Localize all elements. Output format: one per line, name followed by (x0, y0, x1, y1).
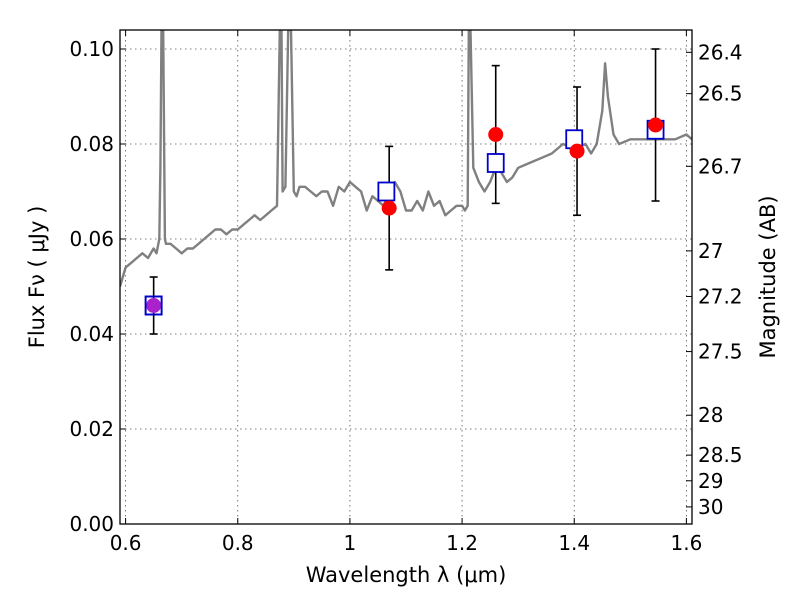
plot-frame (119, 29, 693, 525)
grid-lines (120, 30, 692, 524)
right-tick-label: 29 (698, 469, 723, 493)
observed-point (381, 200, 397, 216)
y-tick-label: 0.08 (69, 132, 114, 156)
right-tick-label: 27 (698, 239, 723, 263)
model-markers (144, 119, 665, 316)
observed-point (488, 127, 504, 142)
x-axis-label: Wavelength λ (μm) (306, 563, 507, 587)
x-tick-label: 0.6 (110, 531, 142, 555)
x-tick-label: 1.4 (558, 531, 590, 555)
model-square (377, 181, 396, 202)
spectrum-series (120, 30, 692, 287)
right-tick-label: 26.7 (698, 154, 743, 178)
right-tick-label: 27.2 (698, 284, 743, 308)
y-tick-label: 0.04 (69, 322, 114, 346)
x-tick-label: 1 (344, 531, 357, 555)
observed-point (146, 298, 162, 313)
observed-point (648, 117, 664, 133)
y-tick-label: 0.06 (69, 227, 114, 251)
right-tick-label: 30 (698, 495, 723, 519)
error-bars (149, 48, 660, 335)
x-tick-label: 1.6 (670, 531, 702, 555)
x-tick-label: 1.2 (446, 531, 478, 555)
x-axis-ticks: 0.6 0.8 1 1.2 1.4 1.6 (110, 30, 702, 555)
y-tick-label: 0.02 (69, 417, 114, 441)
y-axis-label: Flux Fν ( μJy ) (25, 206, 49, 349)
right-tick-label: 28 (698, 403, 723, 427)
right-tick-label: 27.5 (698, 340, 743, 364)
x-tick-label: 0.8 (222, 531, 254, 555)
model-square-outline (144, 295, 163, 316)
y-tick-label: 0.00 (69, 512, 114, 536)
right-tick-label: 26.5 (698, 82, 743, 106)
right-tick-label: 26.4 (698, 40, 743, 64)
observed-markers (144, 117, 664, 316)
spectrum-line (120, 30, 692, 287)
right-axis-label: Magnitude (AB) (756, 195, 780, 358)
y-axis-ticks: 0.00 0.02 0.04 0.06 0.08 0.10 (69, 37, 126, 536)
y-tick-label: 0.10 (69, 37, 114, 61)
right-tick-label: 28.5 (698, 443, 743, 467)
model-square (486, 153, 505, 173)
observed-point (569, 143, 585, 159)
